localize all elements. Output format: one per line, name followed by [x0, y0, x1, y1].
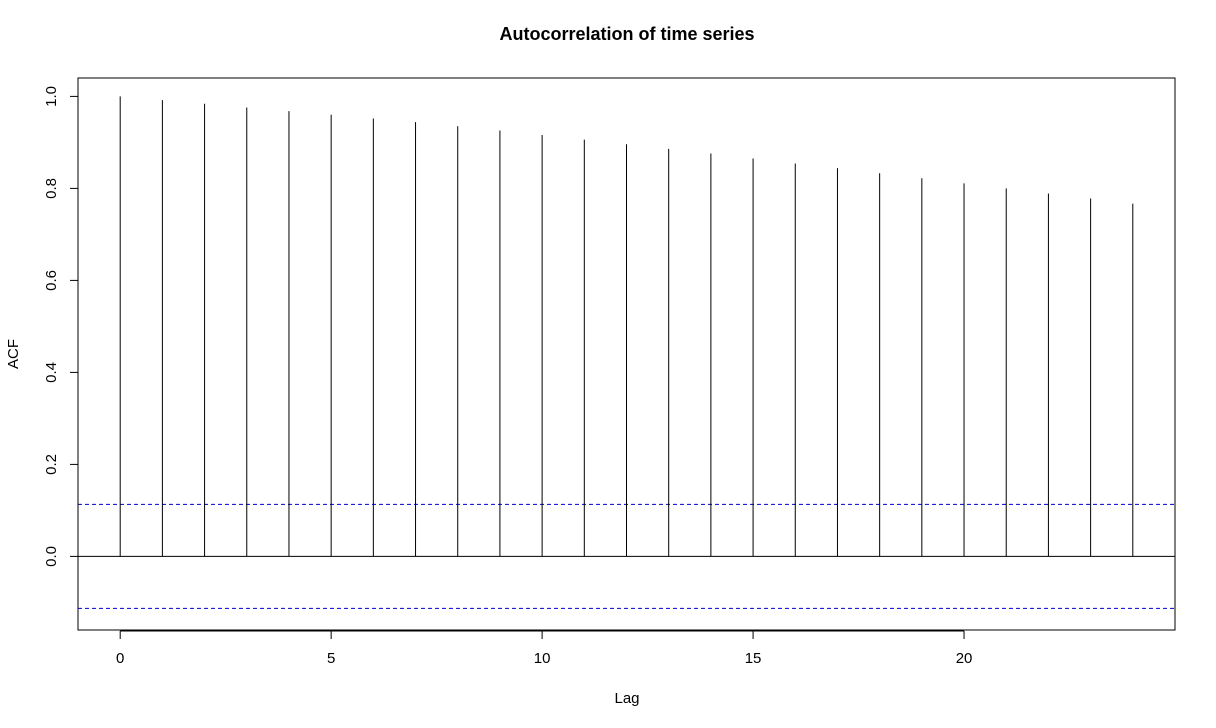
y-tick-label: 0.8 — [43, 178, 60, 199]
y-tick-label: 0.6 — [43, 270, 60, 291]
x-tick-label: 10 — [534, 650, 551, 667]
x-tick-label: 15 — [745, 650, 762, 667]
y-tick-label: 1.0 — [43, 86, 60, 107]
x-axis-label: Lag — [614, 690, 639, 707]
y-axis-label: ACF — [5, 339, 22, 369]
x-tick-label: 20 — [956, 650, 973, 667]
y-tick-label: 0.2 — [43, 454, 60, 475]
y-tick-label: 0.4 — [43, 362, 60, 383]
chart-title: Autocorrelation of time series — [499, 24, 754, 44]
x-tick-label: 5 — [327, 650, 335, 667]
plot-area: 0 5 10 15 20 0.0 0.2 0.4 0.6 0.8 1.0 — [43, 77, 1176, 667]
x-tick-label: 0 — [116, 650, 124, 667]
y-tick-label: 0.0 — [43, 546, 60, 567]
